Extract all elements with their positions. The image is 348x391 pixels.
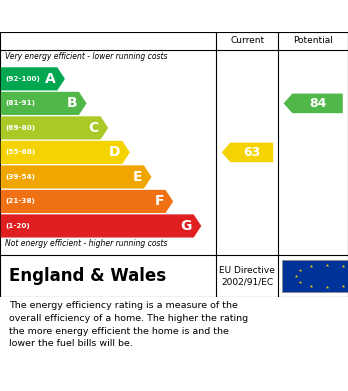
Text: C: C (89, 121, 99, 135)
Text: (21-38): (21-38) (5, 199, 35, 204)
Polygon shape (1, 141, 130, 164)
Text: 84: 84 (309, 97, 326, 110)
Text: Energy Efficiency Rating: Energy Efficiency Rating (9, 9, 211, 23)
Text: Potential: Potential (293, 36, 333, 45)
Text: Current: Current (230, 36, 264, 45)
Polygon shape (222, 143, 273, 162)
Text: EU Directive
2002/91/EC: EU Directive 2002/91/EC (220, 265, 275, 287)
Text: (39-54): (39-54) (5, 174, 35, 180)
Polygon shape (1, 214, 201, 238)
Text: England & Wales: England & Wales (9, 267, 166, 285)
Text: Not energy efficient - higher running costs: Not energy efficient - higher running co… (5, 239, 168, 248)
Polygon shape (284, 93, 343, 113)
Text: (81-91): (81-91) (5, 100, 35, 106)
Text: (69-80): (69-80) (5, 125, 35, 131)
Text: Very energy efficient - lower running costs: Very energy efficient - lower running co… (5, 52, 168, 61)
Text: (92-100): (92-100) (5, 76, 40, 82)
Polygon shape (1, 92, 87, 115)
Polygon shape (1, 190, 173, 213)
Text: 63: 63 (243, 146, 260, 159)
Text: E: E (133, 170, 142, 184)
Text: B: B (66, 96, 77, 110)
Text: A: A (45, 72, 56, 86)
Polygon shape (1, 116, 108, 140)
Text: (1-20): (1-20) (5, 223, 30, 229)
Polygon shape (1, 165, 151, 188)
Bar (282, 260, 348, 292)
Text: F: F (154, 194, 164, 208)
Text: (55-68): (55-68) (5, 149, 35, 155)
Polygon shape (1, 67, 65, 90)
Text: The energy efficiency rating is a measure of the
overall efficiency of a home. T: The energy efficiency rating is a measur… (9, 301, 248, 348)
Text: G: G (181, 219, 192, 233)
Text: D: D (109, 145, 120, 160)
